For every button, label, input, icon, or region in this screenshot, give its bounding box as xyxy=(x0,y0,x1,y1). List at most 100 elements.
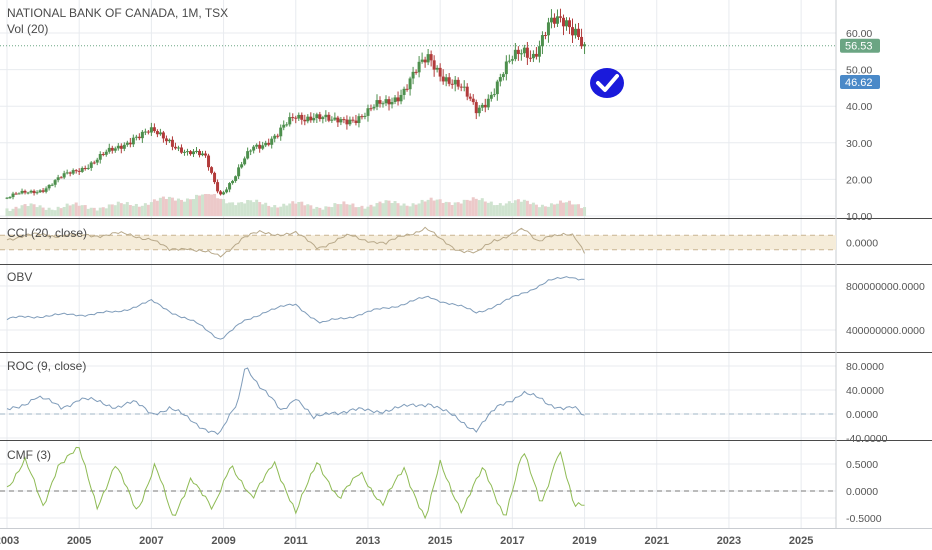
volume-bar xyxy=(95,210,99,216)
candle-body xyxy=(276,135,280,137)
candle-body xyxy=(246,151,250,159)
volume-bar xyxy=(195,194,199,216)
candle-body xyxy=(580,36,584,47)
price-tick-label: 40.00 xyxy=(846,101,872,113)
volume-bar xyxy=(501,205,505,216)
volume-bar xyxy=(80,205,84,216)
roc-tick-label: 0.0000 xyxy=(846,409,878,421)
candle-body xyxy=(309,116,313,121)
volume-bar xyxy=(116,201,120,216)
candle-body xyxy=(483,104,487,108)
volume-bar xyxy=(285,205,289,216)
volume-bar xyxy=(405,205,409,216)
candle-body xyxy=(435,67,439,70)
candle-body xyxy=(390,102,394,105)
check-circle-disc xyxy=(590,68,624,98)
volume-bar xyxy=(583,207,587,216)
volume-bar xyxy=(149,202,153,216)
candle-body xyxy=(53,180,57,185)
candle-body xyxy=(219,191,223,195)
volume-bar xyxy=(249,200,253,216)
candle-body xyxy=(462,86,466,88)
candle-body xyxy=(243,158,247,165)
volume-bar xyxy=(312,208,316,216)
volume-bar xyxy=(513,200,517,216)
volume-bar xyxy=(447,202,451,216)
candle-body xyxy=(534,53,538,57)
volume-bar xyxy=(291,201,295,216)
candle-body xyxy=(294,117,298,119)
candle-body xyxy=(273,135,277,139)
candle-body xyxy=(195,150,199,152)
candle-body xyxy=(540,35,544,47)
volume-bar xyxy=(555,203,559,216)
volume-bar xyxy=(342,201,346,216)
candle-body xyxy=(158,132,162,135)
candle-body xyxy=(213,172,217,183)
candle-body xyxy=(348,119,352,125)
candle-body xyxy=(47,184,51,189)
candle-body xyxy=(432,60,436,70)
candle-body xyxy=(577,28,581,37)
obv-tick-label: 400000000.0000 xyxy=(846,325,925,337)
candle-body xyxy=(155,131,159,135)
candle-body xyxy=(167,139,171,142)
candle-body xyxy=(116,145,120,149)
candle-body xyxy=(405,88,409,90)
volume-bar xyxy=(564,202,568,216)
volume-bar xyxy=(390,203,394,216)
candle-body xyxy=(477,107,481,114)
candle-body xyxy=(495,81,499,95)
volume-bar xyxy=(309,205,313,216)
candle-body xyxy=(5,197,9,199)
volume-bar xyxy=(86,208,90,216)
candle-body xyxy=(321,117,325,120)
candle-body xyxy=(372,106,376,109)
volume-bar xyxy=(137,206,141,216)
candle-body xyxy=(387,99,391,105)
volume-bar xyxy=(568,200,572,216)
candle-body xyxy=(456,79,460,87)
roc-label: ROC (9, close) xyxy=(7,359,86,373)
volume-bar xyxy=(540,204,544,216)
volume-bar xyxy=(131,205,135,216)
volume-bar xyxy=(327,206,331,216)
volume-bar xyxy=(122,204,126,216)
volume-bar xyxy=(98,207,102,216)
candle-body xyxy=(59,177,63,179)
candle-body xyxy=(143,131,147,133)
volume-bar xyxy=(459,203,463,216)
volume-bar xyxy=(104,208,108,216)
volume-bar xyxy=(210,194,214,216)
volume-bar xyxy=(426,199,430,216)
candle-body xyxy=(324,114,328,118)
volume-bar xyxy=(143,203,147,216)
candle-body xyxy=(125,142,129,145)
volume-bar xyxy=(369,204,373,216)
candle-body xyxy=(552,17,556,24)
volume-bar xyxy=(255,199,259,216)
volume-bar xyxy=(324,206,328,216)
volume-bar xyxy=(543,206,547,216)
pane-separators[interactable] xyxy=(0,0,932,529)
candle-body xyxy=(89,162,93,168)
volume-bar xyxy=(381,203,385,216)
volume-bar xyxy=(531,202,535,216)
candle-body xyxy=(450,83,454,85)
volume-bar xyxy=(393,201,397,216)
candle-body xyxy=(185,151,189,153)
x-tick-label: 2007 xyxy=(139,535,163,547)
candle-body xyxy=(134,136,138,138)
candle-body xyxy=(411,71,415,79)
candle-body xyxy=(207,155,211,168)
volume-bar xyxy=(191,199,195,216)
volume-bar xyxy=(50,209,54,216)
candle-body xyxy=(228,183,232,190)
volume-bar xyxy=(83,205,87,216)
candle-body xyxy=(327,114,331,121)
candle-body xyxy=(225,189,229,193)
volume-bar xyxy=(315,206,319,216)
indicator-bands xyxy=(0,234,836,492)
volume-bar xyxy=(173,200,177,216)
